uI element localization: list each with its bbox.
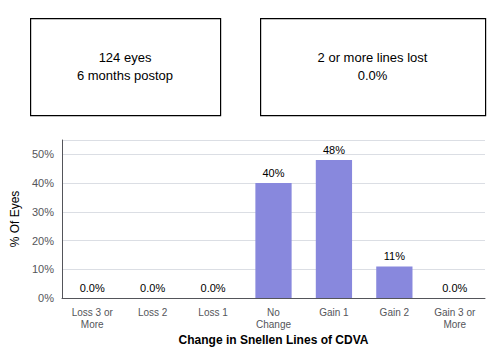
svg-text:20%: 20%: [32, 235, 54, 247]
svg-text:Change: Change: [256, 319, 291, 330]
svg-text:% Of Eyes: % Of Eyes: [8, 191, 22, 248]
svg-text:0.0%: 0.0%: [140, 282, 165, 294]
svg-text:Loss 1: Loss 1: [198, 307, 228, 318]
svg-text:40%: 40%: [32, 177, 54, 189]
svg-text:0.0%: 0.0%: [80, 282, 105, 294]
svg-text:0.0%: 0.0%: [442, 282, 467, 294]
svg-text:Gain 2: Gain 2: [380, 307, 410, 318]
svg-text:No: No: [267, 307, 280, 318]
svg-text:30%: 30%: [32, 206, 54, 218]
svg-text:0%: 0%: [38, 292, 54, 304]
svg-text:Change in Snellen Lines of CDV: Change in Snellen Lines of CDVA: [179, 333, 369, 347]
svg-text:50%: 50%: [32, 148, 54, 160]
svg-text:Loss 3 or: Loss 3 or: [72, 307, 114, 318]
svg-text:40%: 40%: [262, 167, 284, 179]
svg-text:11%: 11%: [384, 250, 405, 262]
svg-text:10%: 10%: [32, 263, 54, 275]
svg-text:0.0%: 0.0%: [201, 282, 226, 294]
svg-text:6 months postop: 6 months postop: [77, 68, 173, 83]
svg-text:More: More: [443, 319, 466, 330]
svg-text:Gain 1: Gain 1: [319, 307, 349, 318]
svg-text:2 or more lines lost: 2 or more lines lost: [318, 50, 428, 65]
svg-text:More: More: [81, 319, 104, 330]
svg-text:124 eyes: 124 eyes: [99, 50, 152, 65]
svg-text:48%: 48%: [323, 144, 345, 156]
svg-text:0.0%: 0.0%: [358, 68, 388, 83]
svg-text:Loss 2: Loss 2: [138, 307, 168, 318]
svg-text:Gain 3 or: Gain 3 or: [434, 307, 476, 318]
